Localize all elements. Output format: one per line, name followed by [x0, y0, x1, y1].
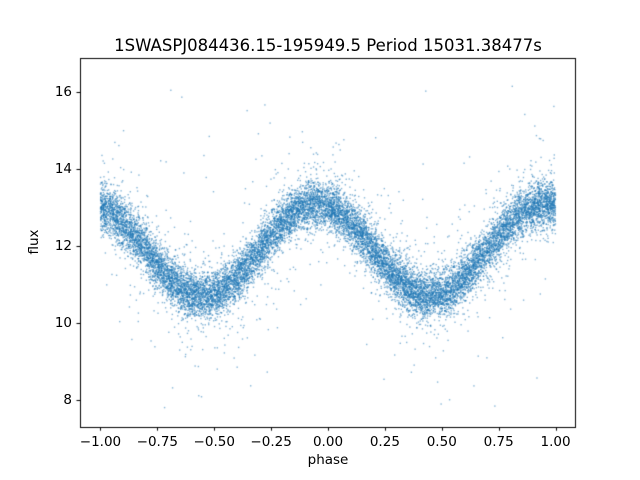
x-tick-label: −0.50 — [193, 434, 235, 451]
x-tick-label: −1.00 — [79, 434, 122, 451]
x-tick-label: 0.50 — [426, 434, 457, 451]
x-tick-label: 0.25 — [369, 434, 400, 451]
x-tick-label: 0.75 — [483, 434, 514, 451]
y-tick-label: 16 — [54, 84, 72, 101]
chart-title: 1SWASPJ084436.15-195949.5 Period 15031.3… — [114, 36, 542, 55]
x-tick-label: 0.00 — [312, 434, 344, 451]
x-axis-label: phase — [307, 452, 349, 468]
y-tick-label: 12 — [54, 238, 72, 255]
y-tick-label: 8 — [63, 392, 72, 409]
y-tick-label: 10 — [54, 315, 72, 332]
y-tick-label: 14 — [54, 161, 72, 178]
x-tick-label: −0.25 — [250, 434, 292, 451]
x-tick-label: 1.00 — [540, 434, 571, 451]
x-tick-label: −0.75 — [136, 434, 179, 451]
y-axis-label: flux — [26, 229, 42, 255]
